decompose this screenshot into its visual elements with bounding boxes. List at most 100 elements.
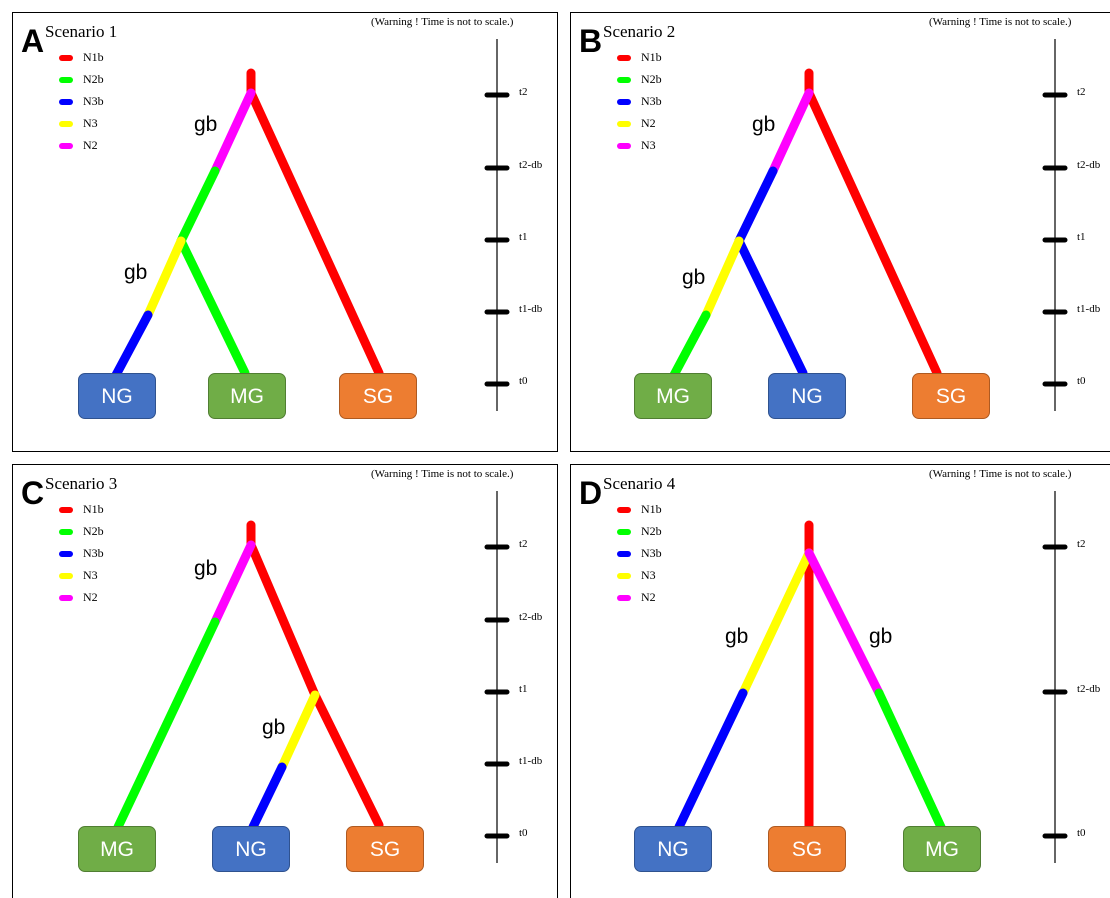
branch-ng-n3b <box>734 236 808 378</box>
taxon-box-sg: SG <box>912 373 990 419</box>
axis-tick-label: t2-db <box>519 159 543 171</box>
legend-label: N3 <box>641 568 656 582</box>
branch-ng-n3 <box>738 548 814 698</box>
legend-label: N1b <box>83 50 104 64</box>
legend-swatch <box>617 55 631 61</box>
taxon-box-mg: MG <box>903 826 981 872</box>
taxon-box-sg: SG <box>768 826 846 872</box>
time-axis <box>1042 491 1068 863</box>
branch-mg-n2b <box>176 236 250 378</box>
axis-tick-label: t2 <box>519 86 528 98</box>
legend-swatch <box>59 55 73 61</box>
branch-ng-n3b <box>248 762 287 832</box>
branch-mg-n2 <box>210 540 256 627</box>
legend-swatch <box>59 99 73 105</box>
gb-label: gb <box>262 716 286 739</box>
legend-label: N2 <box>83 590 98 604</box>
taxon-box-mg: MG <box>634 373 712 419</box>
warning-note: (Warning ! Time is not to scale.) <box>929 16 1072 28</box>
branch-sg-n1b <box>804 88 942 378</box>
taxon-box-ng: NG <box>634 826 712 872</box>
axis-tick-label: t2 <box>1077 538 1086 550</box>
taxon-box-sg: SG <box>339 373 417 419</box>
legend-swatch <box>617 529 631 535</box>
gb-label: gb <box>194 113 218 136</box>
taxon-box-mg: MG <box>208 373 286 419</box>
legend-swatch <box>59 121 73 127</box>
axis-tick-label: t1 <box>519 683 528 695</box>
branch-internal-n2b <box>176 166 220 246</box>
legend-swatch <box>617 121 631 127</box>
legend-swatch <box>617 143 631 149</box>
scenario-title: Scenario 2 <box>603 22 676 41</box>
gb-label: gb <box>752 113 776 136</box>
time-axis <box>484 491 510 863</box>
branch-mg-n2b <box>874 688 946 832</box>
axis-tick-label: t0 <box>519 827 528 839</box>
legend-label: N3b <box>641 546 662 560</box>
legend-swatch <box>617 507 631 513</box>
legend-swatch <box>617 573 631 579</box>
legend-swatch <box>617 551 631 557</box>
legend-label: N3 <box>83 116 98 130</box>
legend-swatch <box>59 595 73 601</box>
gb-label: gb <box>725 625 749 648</box>
legend-label: N2b <box>641 524 662 538</box>
gb-label: gb <box>194 557 218 580</box>
legend-swatch <box>617 595 631 601</box>
branch-internal-n2 <box>210 88 256 176</box>
branch-ng-n3b <box>111 310 153 380</box>
taxon-box-ng: NG <box>768 373 846 419</box>
panel-letter: A <box>21 23 45 59</box>
branch-internal-n3 <box>768 88 814 176</box>
legend-swatch <box>59 507 73 513</box>
axis-tick-label: t1-db <box>519 755 543 767</box>
legend-label: N3b <box>83 94 104 108</box>
legend-label: N2 <box>641 116 656 130</box>
axis-tick-label: t2-db <box>1077 159 1101 171</box>
panel-d: D Scenario 4 (Warning ! Time is not to s… <box>570 464 1110 898</box>
time-axis <box>1042 39 1068 411</box>
scenario-title: Scenario 1 <box>45 22 118 41</box>
legend-swatch <box>59 573 73 579</box>
panel-letter: C <box>21 475 45 511</box>
legend-label: N1b <box>83 502 104 516</box>
branch-mg-n2 <box>701 236 744 320</box>
warning-note: (Warning ! Time is not to scale.) <box>371 16 514 28</box>
axis-tick-label: t2 <box>1077 86 1086 98</box>
gb-label: gb <box>869 625 893 648</box>
branch-mg-n2 <box>804 548 884 698</box>
gb-label: gb <box>682 266 706 289</box>
legend-swatch <box>59 143 73 149</box>
panel-letter: B <box>579 23 603 59</box>
warning-note: (Warning ! Time is not to scale.) <box>929 468 1072 480</box>
legend-swatch <box>59 529 73 535</box>
legend-label: N3b <box>83 546 104 560</box>
tree-diagram-d <box>674 491 1068 863</box>
legend-swatch <box>617 77 631 83</box>
taxon-box-ng: NG <box>212 826 290 872</box>
branch-sg-n1b <box>246 88 384 378</box>
branch-ng-n3 <box>277 690 320 772</box>
branch-mg-n2b <box>669 310 711 380</box>
scenario-title: Scenario 3 <box>45 474 118 493</box>
legend-label: N3 <box>641 138 656 152</box>
legend-label: N2b <box>641 72 662 86</box>
legend-swatch <box>617 99 631 105</box>
panel-c: C Scenario 3 (Warning ! Time is not to s… <box>12 464 558 898</box>
warning-note: (Warning ! Time is not to scale.) <box>371 468 514 480</box>
branch-internal-n3b <box>734 166 778 246</box>
tree-diagram-a <box>111 39 510 411</box>
branch-sg-n1b <box>310 690 384 830</box>
legend-label: N2b <box>83 524 104 538</box>
legend-swatch <box>59 77 73 83</box>
panel-b: B Scenario 2 (Warning ! Time is not to s… <box>570 12 1110 452</box>
taxon-box-mg: MG <box>78 826 156 872</box>
axis-tick-label: t0 <box>1077 375 1086 387</box>
axis-tick-label: t2 <box>519 538 528 550</box>
legend-swatch <box>59 551 73 557</box>
legend-label: N2b <box>83 72 104 86</box>
scenario-title: Scenario 4 <box>603 474 676 493</box>
time-axis <box>484 39 510 411</box>
axis-tick-label: t0 <box>1077 827 1086 839</box>
